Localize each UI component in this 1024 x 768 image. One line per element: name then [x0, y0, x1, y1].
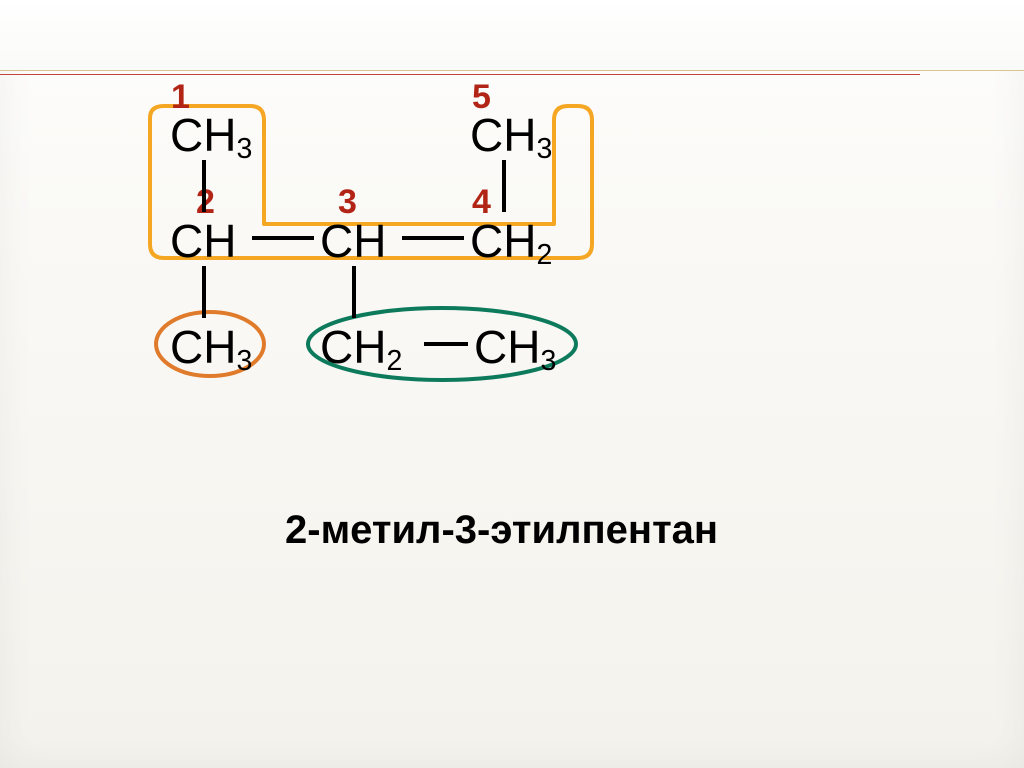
- bond-c3-ethyl: [352, 266, 356, 318]
- bond-c2-methyl: [202, 266, 206, 318]
- ruler-line-2: [0, 74, 920, 75]
- position-number-3: 3: [338, 185, 357, 219]
- bond-c1-c2: [202, 160, 206, 212]
- bond-c5-c4: [502, 160, 506, 212]
- bond-c2-c3: [252, 236, 314, 240]
- bond-ethyl-ch2-ch3: [424, 342, 468, 346]
- carbon-c4: CH2: [470, 218, 552, 264]
- compound-name: 2-метил-3-этилпентан: [285, 510, 718, 550]
- carbon-c5: CH3: [470, 112, 552, 158]
- carbon-c2: CH: [170, 218, 236, 264]
- substituent-ethyl-ch3: CH3: [474, 324, 556, 370]
- substituent-methyl: CH3: [170, 324, 252, 370]
- bond-c3-c4: [402, 236, 464, 240]
- position-number-4: 4: [472, 185, 491, 219]
- header-band: [0, 0, 1024, 71]
- carbon-c1: CH3: [170, 112, 252, 158]
- substituent-ethyl-ch2: CH2: [320, 324, 402, 370]
- slide: 1 2 3 4 5 CH3 CH3 CH CH CH2 CH3 CH2 CH3 …: [0, 0, 1024, 768]
- carbon-c3: CH: [320, 218, 386, 264]
